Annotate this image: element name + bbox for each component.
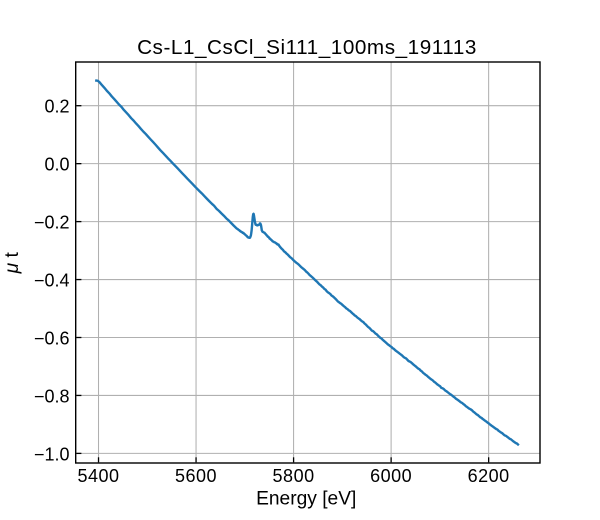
svg-text:5600: 5600 [175,466,217,486]
svg-text:−0.6: −0.6 [34,328,70,348]
svg-text:Cs-L1_CsCl_Si111_100ms_191113: Cs-L1_CsCl_Si111_100ms_191113 [137,36,477,59]
svg-text:−0.2: −0.2 [34,213,70,233]
svg-text:6200: 6200 [468,466,510,486]
svg-text:μ t: μ t [2,252,23,275]
svg-text:5400: 5400 [77,466,119,486]
svg-text:0.0: 0.0 [44,155,69,175]
svg-text:6000: 6000 [370,466,412,486]
svg-text:5800: 5800 [273,466,315,486]
svg-text:−0.4: −0.4 [34,270,70,290]
svg-text:−0.8: −0.8 [34,386,70,406]
svg-text:−1.0: −1.0 [34,444,70,464]
svg-text:0.2: 0.2 [44,97,69,117]
svg-text:Energy [eV]: Energy [eV] [256,488,356,509]
